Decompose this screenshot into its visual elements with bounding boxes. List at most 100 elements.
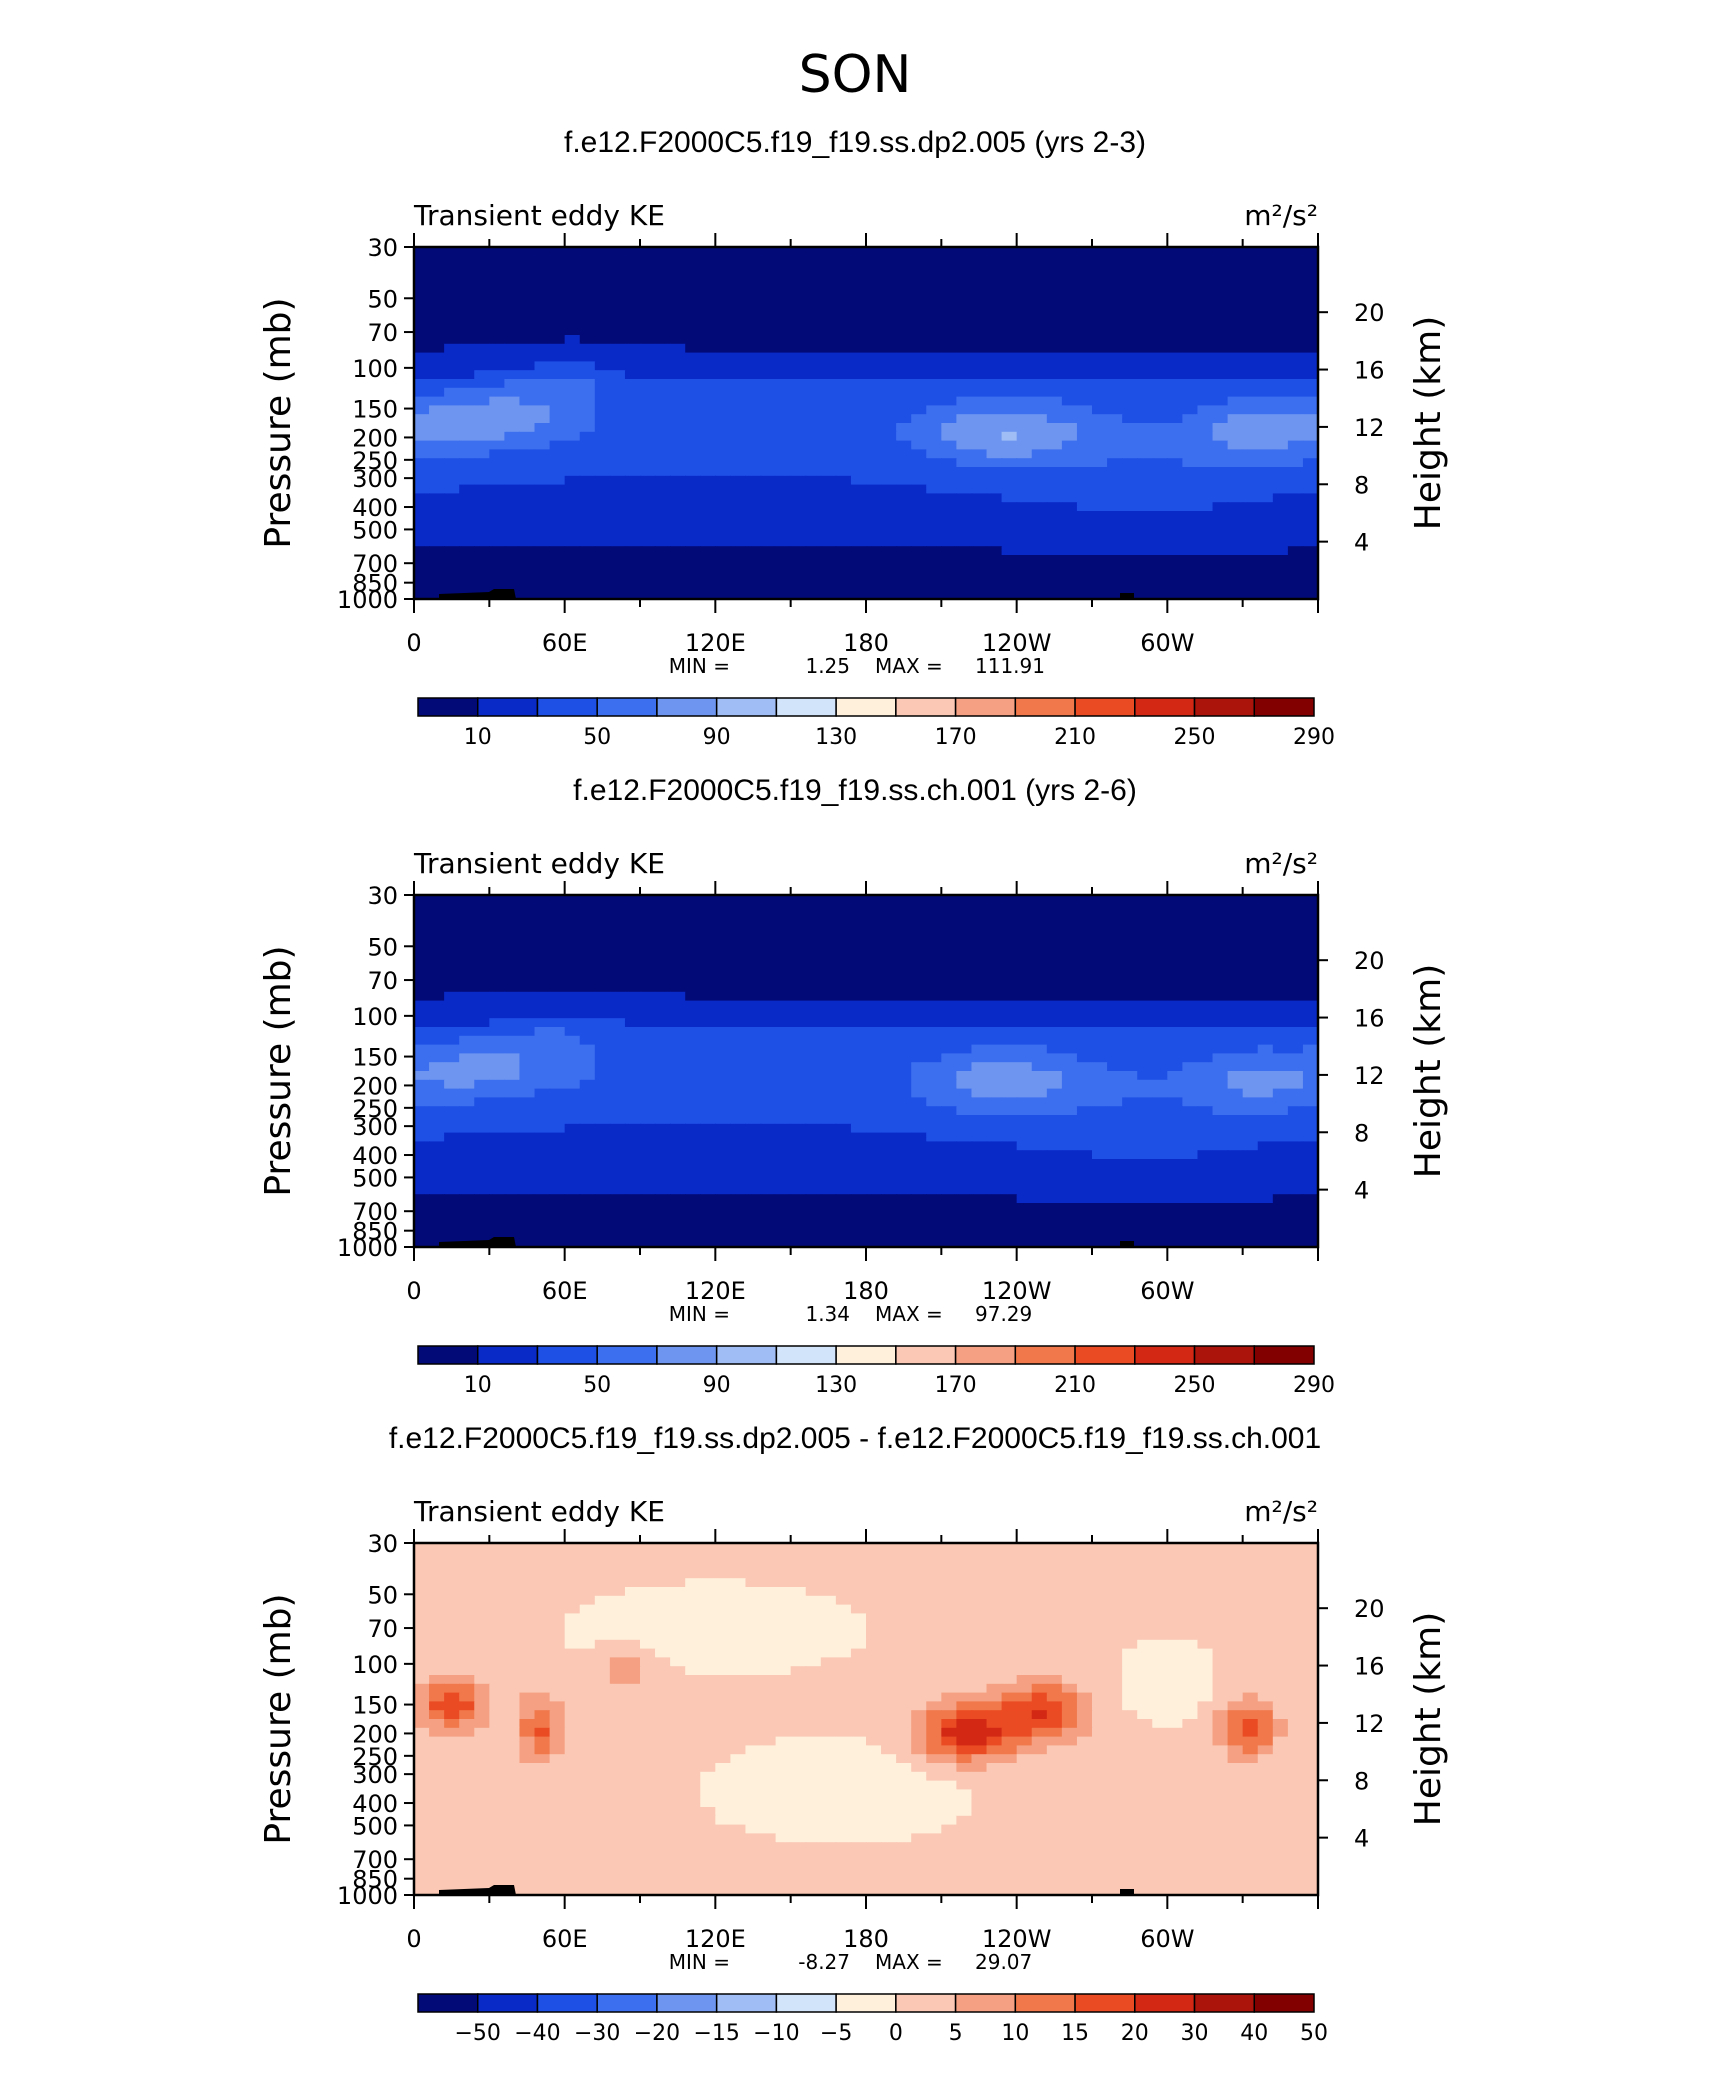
heatmap-cell: [1287, 537, 1304, 547]
heatmap-cell: [564, 423, 581, 433]
heatmap-cell: [1152, 414, 1168, 424]
heatmap-cell: [911, 1115, 927, 1125]
heatmap-cell: [1016, 956, 1033, 966]
heatmap-cell: [670, 440, 686, 450]
heatmap-cell: [640, 431, 656, 442]
heatmap-cell: [640, 343, 656, 354]
heatmap-cell: [1046, 361, 1063, 371]
heatmap-cell: [1227, 1150, 1244, 1160]
heatmap-cell: [1152, 590, 1168, 600]
heatmap-cell: [835, 264, 852, 274]
heatmap-cell: [1137, 264, 1153, 274]
heatmap-cell: [1001, 273, 1018, 283]
heatmap-cell: [594, 1220, 611, 1230]
colorbar-box: [656, 1345, 718, 1365]
heatmap-cell: [519, 264, 536, 274]
heatmap-cell: [1302, 255, 1319, 266]
heatmap-cell: [1061, 572, 1078, 582]
heatmap-cell: [1227, 555, 1244, 565]
heatmap-cell: [489, 581, 505, 591]
heatmap-cell: [549, 1106, 566, 1116]
heatmap-cell: [971, 1185, 988, 1195]
heatmap-cell: [1302, 1088, 1319, 1098]
heatmap-cell: [1227, 947, 1244, 958]
heatmap-cell: [609, 308, 626, 318]
heatmap-cell: [429, 991, 445, 1002]
heatmap-cell: [790, 282, 807, 292]
heatmap-cell: [1092, 563, 1108, 574]
y-axis-label-right: Height (km): [1408, 964, 1449, 1178]
heatmap-cell: [504, 387, 521, 398]
heatmap-cell: [1167, 1132, 1183, 1142]
heatmap-cell: [820, 956, 837, 966]
heatmap-cell: [444, 974, 460, 984]
heatmap-cell: [775, 440, 792, 450]
heatmap-cell: [745, 1053, 762, 1063]
heatmap-cell: [1076, 502, 1093, 512]
heatmap-cell: [760, 361, 777, 371]
heatmap-cell: [1137, 956, 1153, 966]
heatmap-cell: [775, 1238, 792, 1248]
heatmap-cell: [1016, 1088, 1033, 1098]
max-label: MAX =: [875, 1302, 943, 1326]
heatmap-cell: [429, 912, 445, 922]
heatmap-cell: [609, 921, 626, 931]
heatmap-cell: [1031, 361, 1048, 371]
heatmap-cell: [640, 1167, 656, 1178]
heatmap-cell: [474, 956, 490, 966]
heatmap-cell: [519, 458, 536, 468]
heatmap-cell: [760, 1071, 777, 1081]
heatmap-cell: [624, 947, 641, 958]
heatmap-cell: [549, 299, 566, 310]
heatmap-cell: [1242, 467, 1259, 477]
heatmap-cell: [564, 572, 581, 582]
heatmap-cell: [715, 1159, 731, 1169]
heatmap-cell: [956, 1132, 973, 1142]
heatmap-cell: [1302, 1115, 1319, 1125]
heatmap-cell: [1031, 247, 1048, 257]
heatmap-cell: [1287, 343, 1304, 354]
heatmap-cell: [805, 895, 822, 905]
heatmap-cell: [1167, 1106, 1183, 1116]
topography: [439, 589, 516, 599]
heatmap-cell: [579, 1115, 596, 1125]
heatmap-cell: [519, 299, 536, 310]
heatmap-cell: [624, 502, 641, 512]
heatmap-cell: [1242, 282, 1259, 292]
heatmap-cell: [579, 308, 596, 318]
heatmap-cell: [835, 921, 852, 931]
heatmap-cell: [1107, 1211, 1123, 1222]
heatmap-cell: [715, 484, 731, 494]
heatmap-cell: [715, 361, 731, 371]
heatmap-cell: [655, 1018, 671, 1028]
heatmap-cell: [655, 273, 671, 283]
heatmap-cell: [1016, 1106, 1033, 1116]
heatmap-cell: [1197, 1115, 1214, 1125]
heatmap-cell: [594, 572, 611, 582]
heatmap-cell: [1287, 291, 1304, 301]
heatmap-cell: [1092, 1176, 1108, 1186]
heatmap-cell: [1257, 396, 1274, 406]
heatmap-cell: [1092, 1018, 1108, 1028]
heatmap-cell: [1287, 361, 1304, 371]
heatmap-cell: [655, 1079, 671, 1090]
heatmap-cell: [519, 974, 536, 984]
heatmap-cell: [519, 921, 536, 931]
heatmap-cell: [911, 273, 927, 283]
heatmap-cell: [1107, 484, 1123, 494]
heatmap-cell: [444, 431, 460, 442]
heatmap-cell: [1001, 1018, 1018, 1028]
heatmap-cell: [1167, 563, 1183, 574]
heatmap-cell: [504, 1176, 521, 1186]
heatmap-cell: [1092, 291, 1108, 301]
colorbar-box: [954, 697, 1017, 717]
heatmap-cell: [429, 1115, 445, 1125]
max-value: 111.91: [975, 654, 1045, 678]
heatmap-cell: [670, 1106, 686, 1116]
heatmap-cell: [1137, 1053, 1153, 1063]
heatmap-cell: [986, 1071, 1003, 1081]
heatmap-cell: [655, 370, 671, 380]
heatmap-cell: [835, 1027, 852, 1037]
heatmap-cell: [700, 264, 716, 274]
heatmap-cell: [850, 1141, 867, 1151]
